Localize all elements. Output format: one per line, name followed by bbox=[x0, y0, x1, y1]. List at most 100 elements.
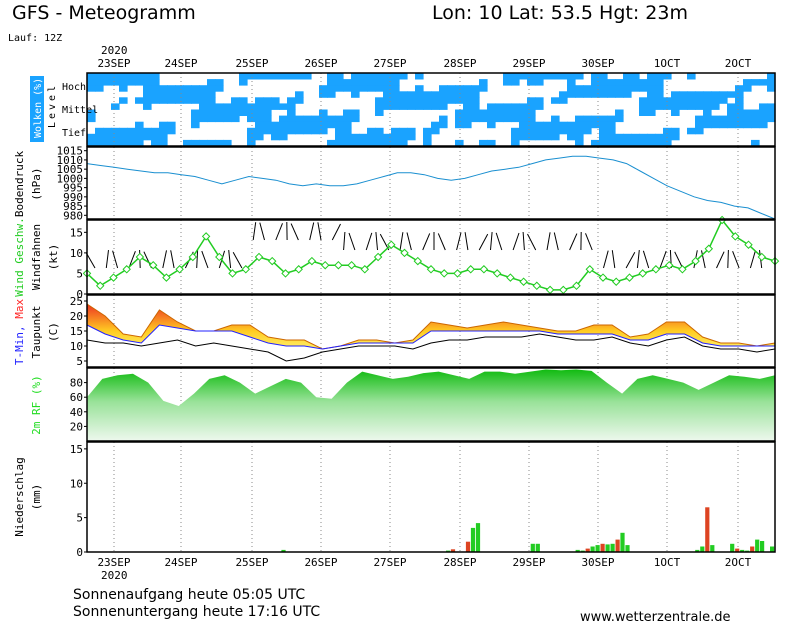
cloud-cell bbox=[111, 73, 120, 80]
temp-tick-label: 10 bbox=[70, 340, 83, 353]
cloud-cell bbox=[399, 139, 408, 147]
cloud-cell bbox=[623, 79, 632, 86]
cloud-cell bbox=[215, 85, 224, 92]
cloud-cell bbox=[135, 133, 144, 141]
cloud-cell bbox=[135, 127, 144, 135]
cloud-cell bbox=[343, 79, 352, 86]
cloud-cell bbox=[727, 121, 736, 129]
cloud-cell bbox=[599, 115, 608, 123]
cloud-cell bbox=[223, 115, 232, 123]
wind-barb bbox=[674, 251, 684, 269]
precip-bar bbox=[730, 543, 735, 553]
cloud-cell bbox=[487, 109, 496, 116]
cloud-cell bbox=[95, 139, 104, 147]
cloud-cell bbox=[367, 79, 376, 86]
cloud-cell bbox=[679, 91, 688, 98]
cloud-cell bbox=[543, 121, 552, 129]
cloud-cell bbox=[151, 79, 160, 86]
cloud-cell bbox=[631, 73, 640, 80]
precip-bar bbox=[465, 541, 471, 552]
cloud-cell bbox=[647, 109, 656, 116]
temp-tick-label: 20 bbox=[70, 310, 83, 323]
cloud-cell bbox=[647, 73, 656, 80]
cloud-cell bbox=[599, 79, 608, 86]
cloud-cell bbox=[671, 127, 680, 135]
cloud-cell bbox=[455, 85, 464, 92]
cloud-cell bbox=[143, 103, 152, 110]
cloud-cell bbox=[655, 85, 664, 92]
wind-point bbox=[479, 265, 489, 274]
wind-point bbox=[585, 265, 595, 274]
cloud-cell bbox=[327, 121, 336, 129]
cloud-cell bbox=[383, 73, 392, 80]
cloud-cell bbox=[423, 139, 432, 147]
cloud-cell bbox=[631, 85, 640, 92]
cloud-cell bbox=[223, 139, 232, 147]
wind-barb bbox=[603, 250, 609, 269]
cloud-cell bbox=[575, 115, 584, 123]
source-text[interactable]: www.wetterzentrale.de bbox=[580, 610, 731, 625]
cloud-cell bbox=[95, 79, 104, 86]
panel-border bbox=[86, 219, 776, 295]
cloud-cell bbox=[639, 85, 648, 92]
cloud-cell bbox=[719, 91, 728, 98]
cloud-cell bbox=[319, 109, 328, 116]
cloud-cell bbox=[695, 127, 704, 135]
cloud-cell bbox=[407, 103, 416, 110]
pressure-tick-label: 1015 bbox=[57, 145, 84, 158]
precip-tick-label: 15 bbox=[70, 443, 83, 456]
wind-barb bbox=[636, 250, 640, 269]
wind-point bbox=[175, 265, 184, 274]
precip-bar bbox=[625, 545, 630, 552]
coordinates: Lon: 10 Lat: 53.5 Hgt: 23m bbox=[432, 2, 688, 24]
precip-bar bbox=[755, 539, 760, 552]
cloud-cell bbox=[599, 133, 608, 141]
cloud-cell bbox=[495, 103, 504, 110]
cloud-cell bbox=[735, 97, 744, 104]
cloud-cell bbox=[383, 79, 392, 86]
cloud-cell bbox=[615, 109, 624, 116]
cloud-cell bbox=[471, 97, 480, 104]
cloud-cell bbox=[351, 91, 360, 98]
wind-barb bbox=[659, 250, 667, 269]
wind-barb bbox=[399, 232, 404, 251]
pressure-axis-label: Bodendruck bbox=[13, 151, 26, 218]
cloud-cell bbox=[87, 73, 96, 80]
wind-point bbox=[122, 265, 131, 274]
panel-border bbox=[86, 441, 776, 553]
cloud-cell bbox=[527, 73, 536, 80]
cloud-cell bbox=[487, 115, 496, 123]
cloud-cell bbox=[567, 133, 576, 141]
date-label-top: 27SEP bbox=[373, 57, 406, 70]
wind-point bbox=[241, 265, 251, 274]
wind-point bbox=[400, 248, 409, 258]
cloud-cell bbox=[391, 133, 400, 141]
wind-point bbox=[360, 265, 370, 274]
dewpoint-axis-label: Taupunkt bbox=[30, 306, 43, 359]
cloud-cell bbox=[287, 103, 296, 110]
cloud-cell bbox=[647, 85, 656, 92]
wind-point bbox=[215, 252, 224, 262]
cloud-cell bbox=[527, 121, 536, 129]
cloud-cell bbox=[383, 133, 392, 141]
cloud-cell bbox=[543, 133, 552, 141]
cloud-cell bbox=[119, 127, 128, 135]
precip-bar bbox=[470, 527, 476, 552]
cloud-cell bbox=[591, 91, 600, 98]
cloud-cell bbox=[223, 109, 232, 116]
cloud-cell bbox=[143, 97, 152, 104]
cloud-cell bbox=[743, 121, 752, 129]
cloud-cell bbox=[415, 85, 424, 92]
cloud-cell bbox=[343, 139, 352, 147]
cloud-cell bbox=[591, 121, 600, 129]
cloud-cell bbox=[303, 121, 312, 129]
pressure-tick-label: 1000 bbox=[57, 172, 84, 185]
cloud-cell bbox=[151, 133, 160, 141]
cloud-level-label: Hoch bbox=[62, 82, 86, 93]
cloud-cell bbox=[423, 91, 432, 98]
cloud-cell bbox=[639, 79, 648, 86]
rh-area bbox=[87, 369, 775, 441]
cloud-cell bbox=[567, 121, 576, 129]
date-label-bottom: 24SEP bbox=[164, 556, 197, 569]
